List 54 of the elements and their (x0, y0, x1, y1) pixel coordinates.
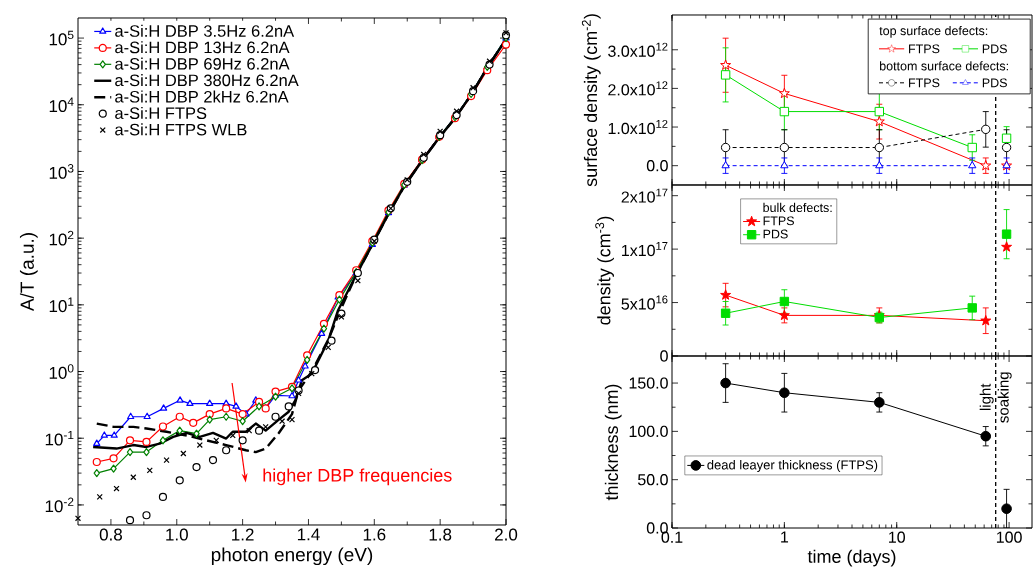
x-axis-title: time (days) (807, 549, 896, 567)
legend-label: PDS (982, 44, 1007, 54)
y-tick-label: 10$^{0}$ (49, 364, 74, 379)
y-axis-title: A/T (a.u.) (19, 233, 38, 312)
legend-title: bulk defects: (763, 202, 832, 213)
x-tick-label: 0.8 (99, 528, 122, 541)
y-tick-label: 10$^{1}$ (49, 297, 74, 313)
y-tick-label: 150.0 (629, 377, 668, 389)
x-tick-label: 1.0 (166, 528, 188, 541)
legend-label: FTPS (763, 216, 794, 226)
y-axis-title: thickness (nm) (604, 384, 622, 501)
y-tick-label: 10$^{3}$ (49, 164, 74, 179)
legend-label: dead leayer thickness (FTPS) (707, 459, 878, 473)
y-tick-label: 0 (660, 350, 668, 362)
y-tick-label: 50.0 (637, 474, 668, 486)
legend-label: a-Si:H DBP 13Hz 6.2nA (115, 41, 290, 54)
y-tick-label: 100.0 (629, 425, 668, 438)
legend-title: top surface defects: (879, 26, 988, 38)
y-tick-label: 1x10$^{17}$ (622, 242, 668, 257)
y-tick-label: 2.0x10$^{12}$ (608, 81, 668, 96)
legend-label: a-Si:H DBP 3.5Hz 6.2nA (115, 24, 295, 37)
x-tick-label: 100 (996, 531, 1022, 543)
y-tick-label: 10$^{-2}$ (45, 497, 74, 513)
legend-label: FTPS (909, 78, 940, 88)
x-tick-label: 10 (889, 531, 905, 543)
y-tick-label: 10$^{4}$ (49, 97, 74, 113)
y-axis-title: surface density (cm$^{-2}$) (581, 14, 601, 187)
y-tick-label: 10$^{2}$ (49, 230, 74, 246)
x-tick-label: 1.6 (363, 528, 386, 541)
y-tick-label: 10$^{-1}$ (45, 430, 74, 446)
y-tick-label: 10$^{5}$ (49, 30, 74, 46)
x-tick-label: 1.2 (232, 528, 254, 541)
x-tick-label: 2.0 (495, 528, 518, 541)
legend-label: a-Si:H DBP 69Hz 6.2nA (115, 57, 290, 70)
y-tick-label: 0.0 (646, 160, 668, 172)
ref-line-label: light soaking (979, 372, 1012, 423)
y-tick-label: 2x10$^{17}$ (621, 188, 668, 203)
y-tick-label: 5x10$^{16}$ (621, 295, 668, 310)
legend-label: PDS (982, 78, 1007, 88)
y-axis-title: density (cm$^{-3}$) (595, 216, 614, 325)
x-tick-label: 1.4 (297, 528, 320, 541)
y-tick-label: 1.0x10$^{12}$ (608, 119, 668, 135)
legend-label: a-Si:H FTPS (115, 106, 207, 120)
legend-label: a-Si:H DBP 380Hz 6.2nA (115, 74, 299, 87)
x-axis-title: photon energy (eV) (211, 547, 373, 566)
annotation: higher DBP frequencies (263, 468, 452, 486)
legend-label: PDS (763, 229, 788, 239)
legend-label: a-Si:H DBP 2kHz 6.2nA (115, 90, 289, 103)
annotation: bottom surface defects: (880, 61, 1008, 71)
legend-label: a-Si:H FTPS WLB (115, 123, 247, 136)
y-tick-label: 3.0x10$^{12}$ (608, 42, 668, 57)
x-tick-label: 1.8 (429, 528, 452, 541)
x-tick-label: 1 (781, 531, 789, 543)
legend-label: FTPS (909, 44, 940, 54)
